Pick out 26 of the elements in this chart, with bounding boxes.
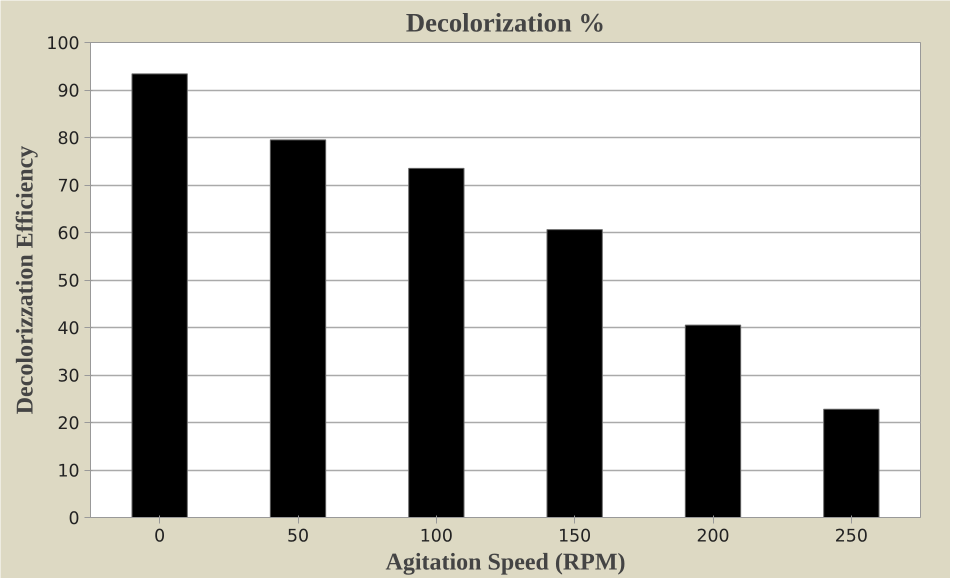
y-tick-label: 10	[57, 462, 80, 482]
x-axis-title: Agitation Speed (RPM)	[386, 550, 626, 576]
y-tick-label: 70	[57, 176, 80, 196]
x-tick-label: 200	[696, 526, 730, 546]
x-tick-label: 250	[834, 526, 868, 546]
x-tick-label: 150	[558, 526, 592, 546]
bar	[684, 324, 742, 518]
y-axis-title: Decolorizzation Efficiency	[12, 146, 38, 414]
bar	[408, 168, 464, 518]
bar	[546, 229, 603, 518]
y-tick-label: 60	[57, 224, 80, 244]
chart-title: Decolorization %	[406, 8, 606, 38]
y-tick-label: 80	[57, 129, 80, 149]
y-tick-label: 0	[68, 509, 80, 529]
y-tick-label: 30	[57, 366, 80, 386]
x-tick-label: 50	[286, 526, 310, 546]
y-tick-label: 20	[57, 414, 80, 434]
y-tick-label: 50	[57, 272, 80, 292]
x-tick-label: 100	[420, 526, 453, 546]
y-tick-label: 40	[57, 319, 80, 339]
bar	[823, 408, 880, 518]
bar	[270, 139, 326, 518]
bar	[132, 73, 188, 518]
y-tick-label: 90	[57, 82, 80, 102]
y-tick-label: 100	[46, 34, 80, 54]
x-tick-label: 0	[154, 526, 166, 546]
